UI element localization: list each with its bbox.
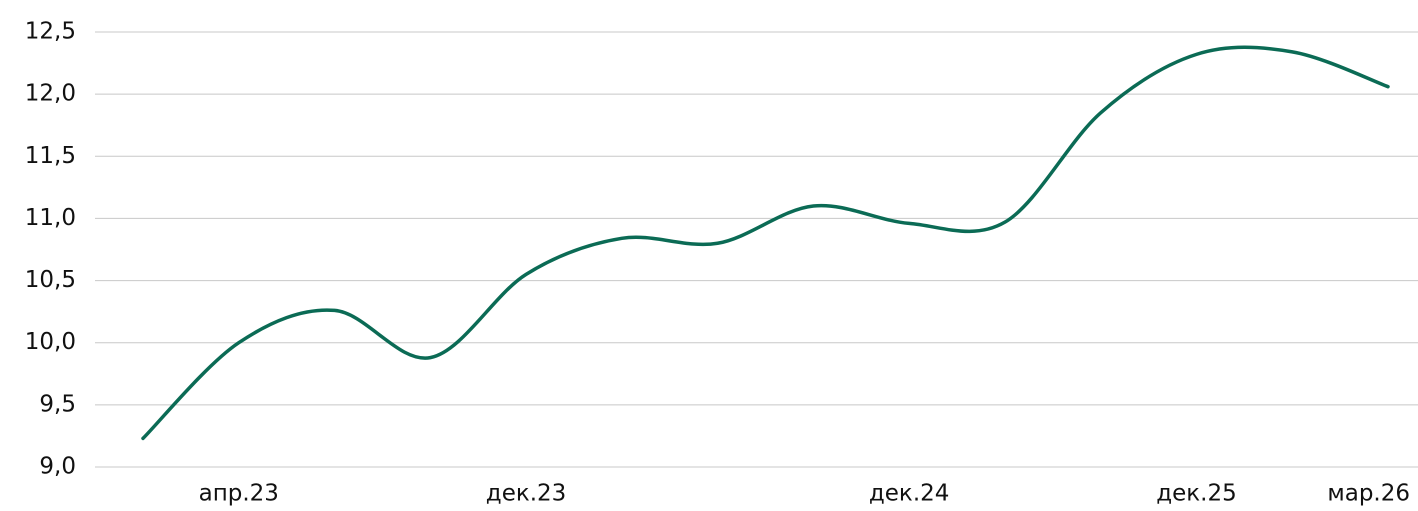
y-tick-label: 10,5 xyxy=(25,267,76,293)
x-tick-label: дек.25 xyxy=(1156,481,1237,507)
y-tick-label: 10,0 xyxy=(25,329,76,355)
y-tick-label: 12,5 xyxy=(25,19,76,45)
y-tick-label: 12,0 xyxy=(25,81,76,107)
x-tick-label: дек.23 xyxy=(486,481,567,507)
y-tick-label: 11,5 xyxy=(25,143,76,169)
x-tick-label: апр.23 xyxy=(199,481,279,507)
x-tick-label: дек.24 xyxy=(869,481,950,507)
y-tick-label: 9,5 xyxy=(39,391,76,417)
data-line xyxy=(141,45,1390,441)
y-tick-label: 9,0 xyxy=(39,454,76,480)
y-tick-label: 11,0 xyxy=(25,205,76,231)
x-tick-label: мар.26 xyxy=(1327,481,1410,507)
